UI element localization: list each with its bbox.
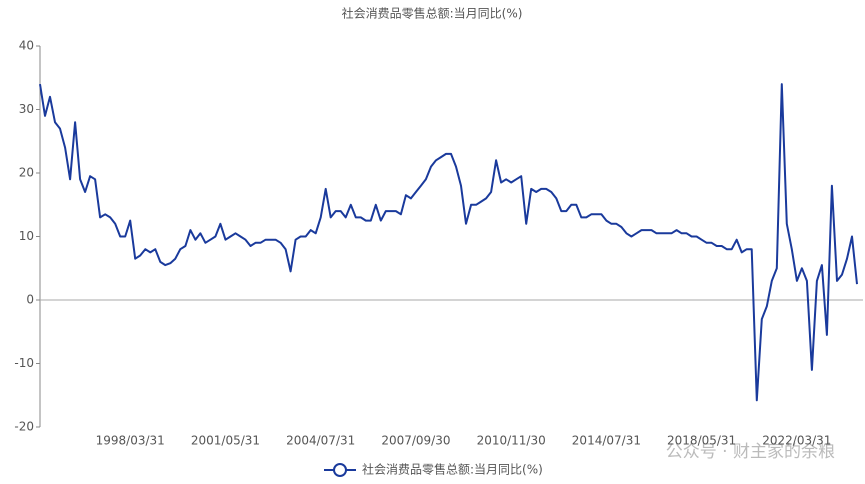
x-tick-label: 2022/03/31	[762, 434, 831, 448]
x-tick-label: 2014/07/31	[572, 434, 641, 448]
watermark: 公众号 · 财主家的余粮	[666, 442, 835, 462]
legend-marker	[333, 463, 347, 477]
x-tick-label: 1998/03/31	[96, 434, 165, 448]
x-tick-label: 2001/05/31	[191, 434, 260, 448]
x-tick-label: 2004/07/31	[286, 434, 355, 448]
y-tick-label: 20	[19, 166, 34, 180]
y-tick-label: 40	[19, 39, 34, 53]
x-tick-label: 2007/09/30	[381, 434, 450, 448]
y-tick-label: 30	[19, 102, 34, 116]
y-tick-label: -20	[14, 420, 34, 434]
x-tick-label: 2010/11/30	[477, 434, 546, 448]
legend-label: 社会消费品零售总额:当月同比(%)	[362, 462, 543, 477]
y-tick-label: 10	[19, 229, 34, 243]
y-tick-label: 0	[26, 293, 34, 307]
chart-title: 社会消费品零售总额:当月同比(%)	[342, 6, 523, 21]
x-tick-label: 2018/05/31	[667, 434, 736, 448]
y-tick-label: -10	[14, 356, 34, 370]
series-line	[39, 83, 858, 402]
